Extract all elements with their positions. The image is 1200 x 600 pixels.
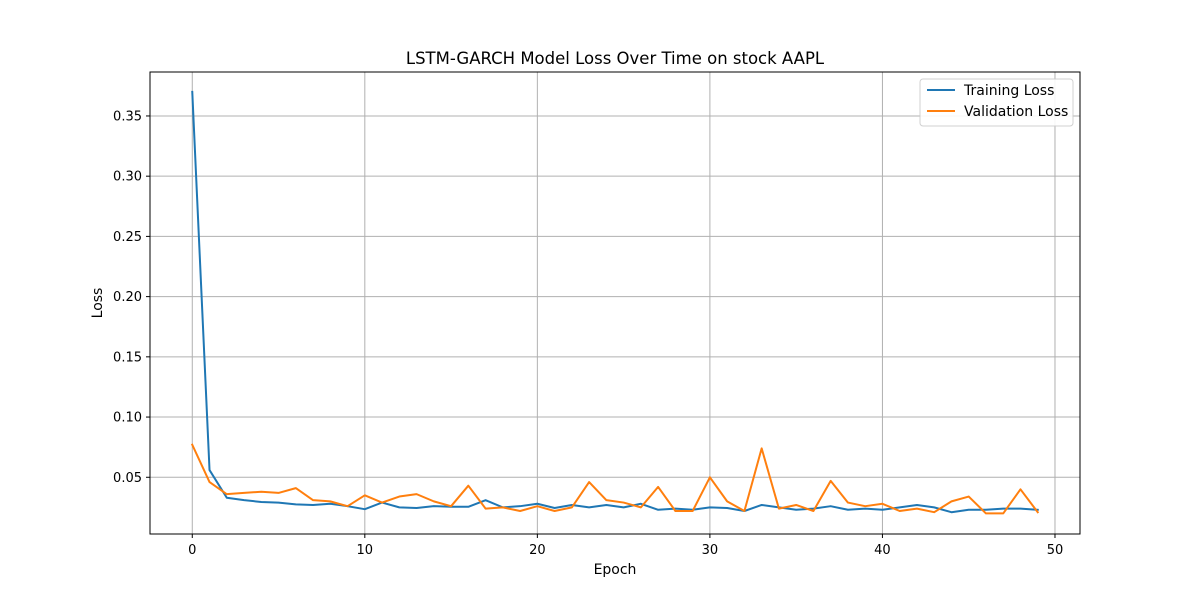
x-tick: 10 [357, 534, 374, 558]
x-tick-label: 30 [702, 543, 719, 558]
x-tick: 50 [1047, 534, 1064, 558]
y-axis-ticks: 0.05 0.10 0.15 0.20 0.25 0.30 0.35 [113, 109, 150, 486]
y-tick-label: 0.25 [113, 230, 142, 245]
x-tick-label: 40 [874, 543, 891, 558]
y-tick: 0.25 [113, 230, 150, 245]
y-tick: 0.30 [113, 170, 150, 185]
y-tick: 0.35 [113, 109, 150, 124]
y-tick-label: 0.10 [113, 411, 142, 426]
x-tick: 20 [529, 534, 546, 558]
y-tick: 0.05 [113, 471, 150, 486]
y-tick-label: 0.15 [113, 350, 142, 365]
y-tick-label: 0.35 [113, 109, 142, 124]
y-axis-label: Loss [90, 288, 106, 319]
x-tick-label: 0 [188, 543, 196, 558]
x-tick-label: 50 [1047, 543, 1064, 558]
legend-label-training-loss: Training Loss [963, 83, 1054, 99]
legend-label-validation-loss: Validation Loss [964, 104, 1068, 120]
y-tick-label: 0.05 [113, 471, 142, 486]
x-tick: 0 [188, 534, 196, 558]
chart-title: LSTM-GARCH Model Loss Over Time on stock… [406, 49, 825, 68]
y-tick: 0.10 [113, 411, 150, 426]
grid-lines [150, 72, 1080, 534]
y-tick-label: 0.30 [113, 170, 142, 185]
x-tick-label: 20 [529, 543, 546, 558]
x-axis-label: Epoch [594, 562, 637, 578]
y-tick: 0.15 [113, 350, 150, 365]
y-tick-label: 0.20 [113, 290, 142, 305]
y-tick: 0.20 [113, 290, 150, 305]
x-tick: 30 [702, 534, 719, 558]
x-axis-ticks: 0 10 20 30 40 50 [188, 534, 1063, 558]
series-line-validation-loss [190, 443, 1040, 515]
legend-box [919, 78, 1074, 127]
series-layer [190, 90, 1040, 515]
x-tick-label: 10 [357, 543, 374, 558]
plot-frame [149, 71, 1081, 535]
x-tick: 40 [874, 534, 891, 558]
series-line-training-loss [191, 90, 1039, 514]
legend: Training Loss Validation Loss [919, 78, 1074, 127]
